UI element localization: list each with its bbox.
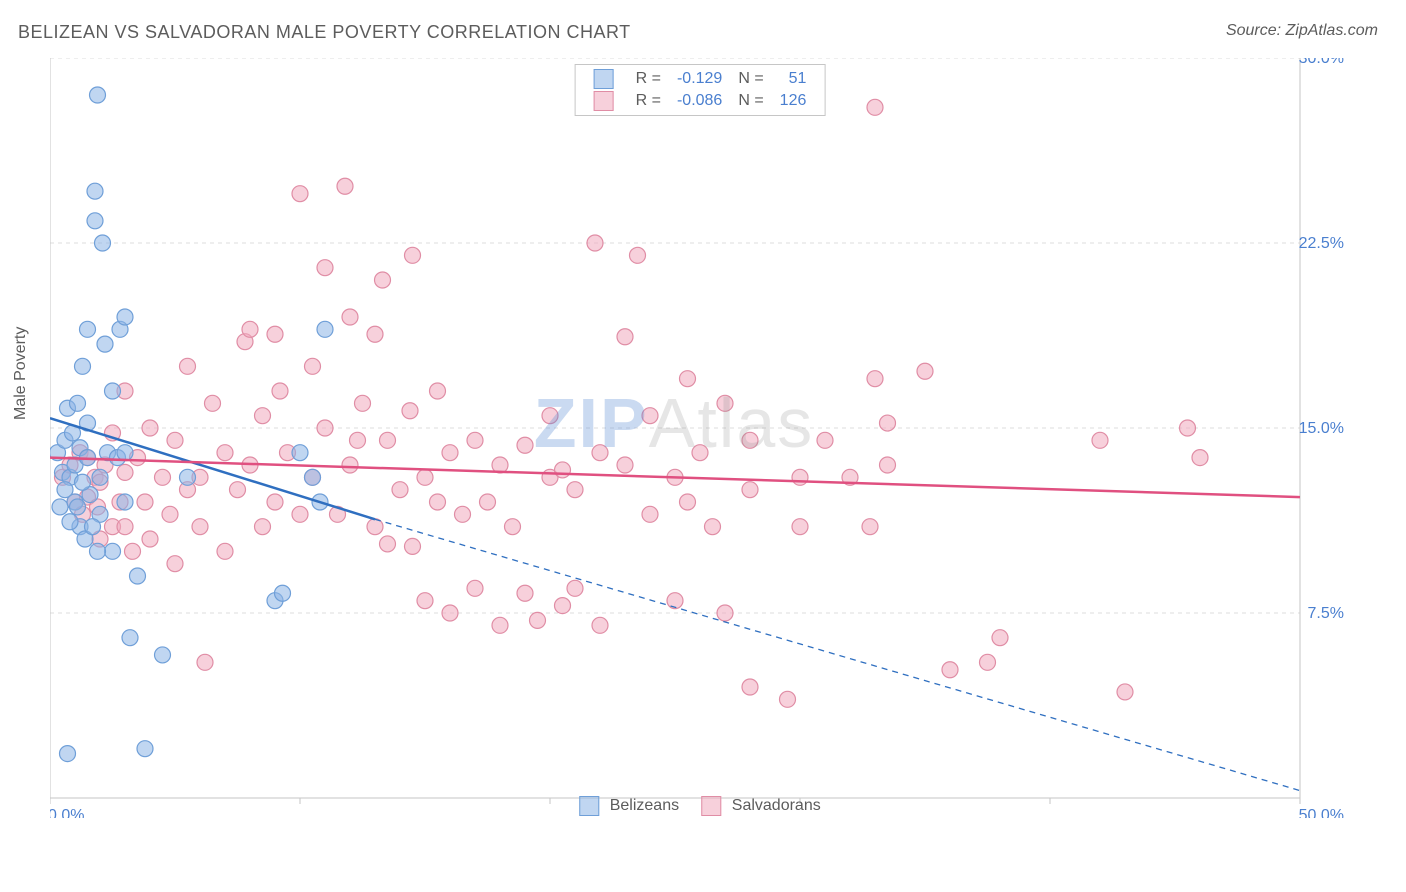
swatch-belizeans [579, 796, 599, 816]
R-belizeans: -0.129 [669, 68, 730, 90]
R-salvadorans: -0.086 [669, 90, 730, 112]
svg-text:50.0%: 50.0% [1299, 807, 1344, 818]
chart-title: BELIZEAN VS SALVADORAN MALE POVERTY CORR… [18, 22, 631, 43]
legend-row-belizeans: R = -0.129 N = 51 [586, 68, 815, 90]
R-label: R = [628, 90, 669, 112]
svg-text:30.0%: 30.0% [1299, 58, 1344, 67]
N-label: N = [730, 68, 771, 90]
svg-text:15.0%: 15.0% [1299, 420, 1344, 437]
svg-text:0.0%: 0.0% [50, 807, 84, 818]
y-axis-label: Male Poverty [12, 327, 30, 420]
scatter-svg: 7.5% 15.0% 22.5% 30.0% 0.0% 50.0% [50, 58, 1350, 818]
source-label: Source: ZipAtlas.com [1226, 22, 1378, 40]
R-label: R = [628, 68, 669, 90]
plot-area: 7.5%15.0%22.5%30.0%0.0%50.0% ZIPAtlas R … [50, 58, 1350, 818]
swatch-belizeans [594, 69, 614, 89]
legend-label-belizeans: Belizeans [610, 797, 679, 814]
svg-text:7.5%: 7.5% [1308, 605, 1344, 622]
svg-text:22.5%: 22.5% [1299, 235, 1344, 252]
swatch-salvadorans [701, 796, 721, 816]
swatch-salvadorans [594, 91, 614, 111]
N-salvadorans: 126 [772, 90, 815, 112]
series-legend: Belizeans Salvadorans [579, 796, 820, 816]
legend-row-salvadorans: R = -0.086 N = 126 [586, 90, 815, 112]
N-belizeans: 51 [772, 68, 815, 90]
legend-label-salvadorans: Salvadorans [732, 797, 821, 814]
correlation-legend: R = -0.129 N = 51 R = -0.086 N = 126 [575, 64, 826, 116]
N-label: N = [730, 90, 771, 112]
